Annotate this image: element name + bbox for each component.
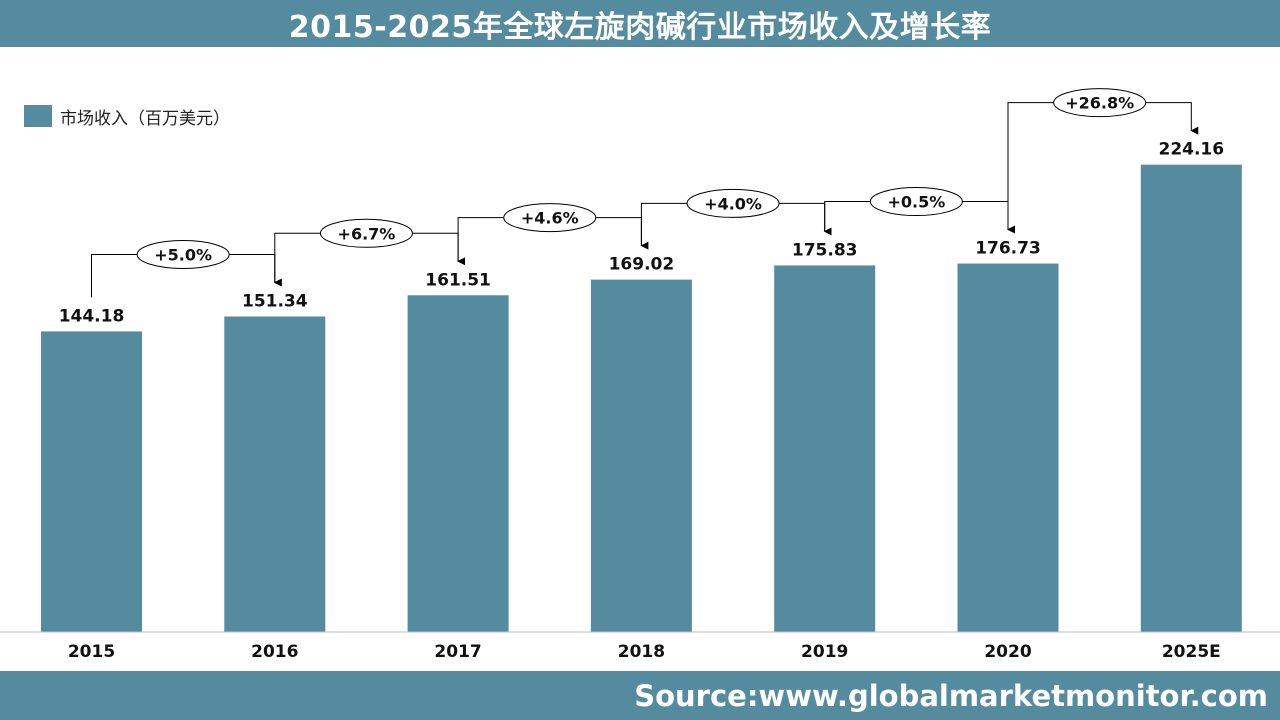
growth-badge bbox=[869, 187, 963, 217]
source-footer: Source:www.globalmarketmonitor.com bbox=[0, 671, 1280, 720]
bar-chart: +5.0% +6.7% +4.6% +4.0% +0.5% +26.8% 144.18 20… bbox=[0, 88, 1280, 662]
growth-badge bbox=[319, 218, 413, 248]
growth-badge bbox=[136, 239, 230, 269]
bar bbox=[1140, 164, 1242, 632]
value-label: 169.02 bbox=[609, 255, 675, 275]
bar bbox=[774, 265, 876, 632]
value-label: 144.18 bbox=[59, 306, 125, 326]
value-label: 161.51 bbox=[425, 270, 491, 290]
growth-label: +26.8% bbox=[1065, 94, 1134, 113]
legend: 市场收入（百万美元） bbox=[24, 105, 230, 129]
x-tick-label: 2019 bbox=[801, 642, 848, 662]
value-label: 175.83 bbox=[792, 240, 858, 260]
growth-label: +0.5% bbox=[887, 193, 945, 212]
growth-label: +5.0% bbox=[154, 245, 212, 264]
value-label: 151.34 bbox=[242, 291, 308, 311]
growth-badge bbox=[503, 203, 597, 233]
value-label: 224.16 bbox=[1158, 140, 1224, 160]
growth-label: +6.7% bbox=[338, 224, 396, 243]
bar bbox=[41, 331, 142, 632]
bar bbox=[957, 263, 1059, 632]
x-tick-label: 2016 bbox=[251, 642, 298, 662]
legend-label: 市场收入（百万美元） bbox=[60, 108, 230, 129]
growth-badge bbox=[1053, 88, 1147, 118]
x-tick-label: 2015 bbox=[68, 642, 115, 662]
growth-label: +4.0% bbox=[704, 194, 762, 213]
bar bbox=[590, 279, 692, 632]
bar bbox=[407, 295, 509, 632]
bar bbox=[224, 316, 326, 632]
x-tick-label: 2025E bbox=[1162, 642, 1221, 662]
legend-swatch bbox=[24, 105, 52, 127]
x-tick-label: 2017 bbox=[434, 642, 481, 662]
growth-label: +4.6% bbox=[521, 209, 579, 228]
x-tick-label: 2018 bbox=[618, 642, 665, 662]
chart-title: 2015-2025年全球左旋肉碱行业市场收入及增长率 bbox=[0, 0, 1280, 47]
x-tick-label: 2020 bbox=[984, 642, 1031, 662]
growth-badge bbox=[686, 188, 780, 218]
value-label: 176.73 bbox=[975, 239, 1041, 259]
